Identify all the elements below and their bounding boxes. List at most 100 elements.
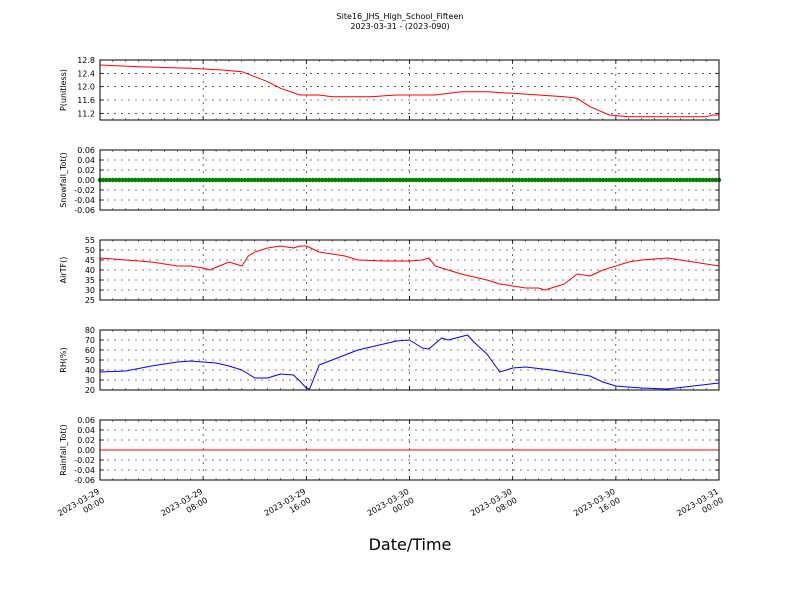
scatter-point xyxy=(581,177,586,183)
scatter-point xyxy=(197,177,203,183)
scatter-point xyxy=(697,177,702,183)
scatter-point xyxy=(162,177,167,183)
scatter-point xyxy=(349,177,354,183)
scatter-point xyxy=(668,177,673,183)
scatter-point xyxy=(487,177,493,183)
scatter-point xyxy=(445,177,451,183)
x-tick-label: 2023-03-2908:00 xyxy=(159,487,209,527)
y-tick-label: 12.8 xyxy=(77,56,95,65)
scatter-point xyxy=(510,177,515,183)
x-tick-label: 2023-03-3000:00 xyxy=(366,487,416,527)
y-tick-label: 0.00 xyxy=(77,176,95,185)
scatter-point xyxy=(159,177,164,183)
scatter-point xyxy=(645,177,651,183)
scatter-point xyxy=(239,177,245,183)
scatter-point xyxy=(703,177,709,183)
plot-frame xyxy=(99,329,720,391)
y-tick-label: 12.0 xyxy=(77,83,95,92)
x-tick-label: 2023-03-2916:00 xyxy=(263,487,313,527)
scatter-point xyxy=(623,177,628,183)
y-tick-label: 50 xyxy=(85,356,95,365)
scatter-point xyxy=(355,177,361,183)
y-tick-label: 55 xyxy=(85,236,95,245)
scatter-point xyxy=(523,177,528,183)
y-tick-label: -0.02 xyxy=(74,186,95,195)
scatter-point xyxy=(175,177,180,183)
x-tick-label: 2023-03-3100:00 xyxy=(675,487,725,527)
scatter-point xyxy=(233,177,238,183)
scatter-point xyxy=(310,177,315,183)
scatter-point xyxy=(584,177,590,183)
x-tick-labels: 2023-03-2900:00 2023-03-2908:00 2023-03-29… xyxy=(56,487,725,527)
scatter-point xyxy=(275,177,280,183)
scatter-point xyxy=(371,177,377,183)
y-tick-label: 70 xyxy=(85,336,95,345)
scatter-point xyxy=(694,177,699,183)
scatter-point xyxy=(194,177,199,183)
scatter-point xyxy=(168,177,174,183)
scatter-point xyxy=(587,177,593,183)
y-axis-label: Snowfall_Tot() xyxy=(59,152,68,208)
scatter-point xyxy=(165,177,170,183)
scatter-point xyxy=(713,177,718,183)
plot-frame xyxy=(99,149,720,211)
scatter-point xyxy=(126,177,132,183)
scatter-point xyxy=(636,177,641,183)
scatter-point xyxy=(397,177,403,183)
scatter-point xyxy=(568,177,573,183)
scatter-point xyxy=(387,177,393,183)
scatter-point xyxy=(620,177,625,183)
scatter-point xyxy=(181,177,187,183)
scatter-point xyxy=(326,177,332,183)
scatter-point xyxy=(674,177,680,183)
scatter-point xyxy=(629,177,635,183)
scatter-point xyxy=(433,177,438,183)
scatter-point xyxy=(375,177,380,183)
scatter-point xyxy=(465,177,470,183)
scatter-point xyxy=(610,177,615,183)
scatter-point xyxy=(113,177,119,183)
scatter-point xyxy=(665,177,670,183)
panel-5: -0.06-0.04-0.020.000.020.040.06 Rainfall_… xyxy=(59,416,720,485)
y-tick-label: 50 xyxy=(85,246,95,255)
scatter-point xyxy=(323,177,328,183)
scatter-point xyxy=(317,177,322,183)
scatter-point xyxy=(226,177,232,183)
y-tick-label: 30 xyxy=(85,286,95,295)
scatter-point xyxy=(536,177,541,183)
scatter-point xyxy=(139,177,145,183)
scatter-point xyxy=(300,177,306,183)
y-axis-label: RH(%) xyxy=(59,347,68,372)
x-tick-label: 2023-03-3008:00 xyxy=(469,487,519,527)
scatter-point xyxy=(384,177,390,183)
y-tick-label: 80 xyxy=(85,326,95,335)
y-tick-label: 11.2 xyxy=(77,109,95,118)
scatter-point xyxy=(217,177,222,183)
scatter-point xyxy=(365,177,370,183)
panel-2: -0.06-0.04-0.020.000.020.040.06 Snowfall_… xyxy=(59,146,722,215)
scatter-point xyxy=(400,177,406,183)
scatter-point xyxy=(297,177,303,183)
scatter-point xyxy=(558,177,564,183)
scatter-point xyxy=(478,177,483,183)
scatter-point xyxy=(462,177,467,183)
scatter-point xyxy=(410,177,415,183)
scatter-point xyxy=(520,177,525,183)
scatter-point xyxy=(661,177,667,183)
x-axis-label: Date/Time xyxy=(369,535,452,554)
scatter-point xyxy=(507,177,512,183)
scatter-point xyxy=(455,177,461,183)
scatter-point xyxy=(110,177,116,183)
scatter-point xyxy=(152,177,158,183)
y-tick-label: 0.02 xyxy=(77,166,95,175)
scatter-point xyxy=(284,177,290,183)
y-tick-label: 0.06 xyxy=(77,146,95,155)
scatter-point xyxy=(616,177,622,183)
scatter-point xyxy=(497,177,502,183)
scatter-point xyxy=(404,177,409,183)
scatter-point xyxy=(626,177,631,183)
scatter-point xyxy=(265,177,270,183)
scatter-point xyxy=(320,177,325,183)
scatter-point xyxy=(200,177,206,183)
y-tick-label: 40 xyxy=(85,366,95,375)
